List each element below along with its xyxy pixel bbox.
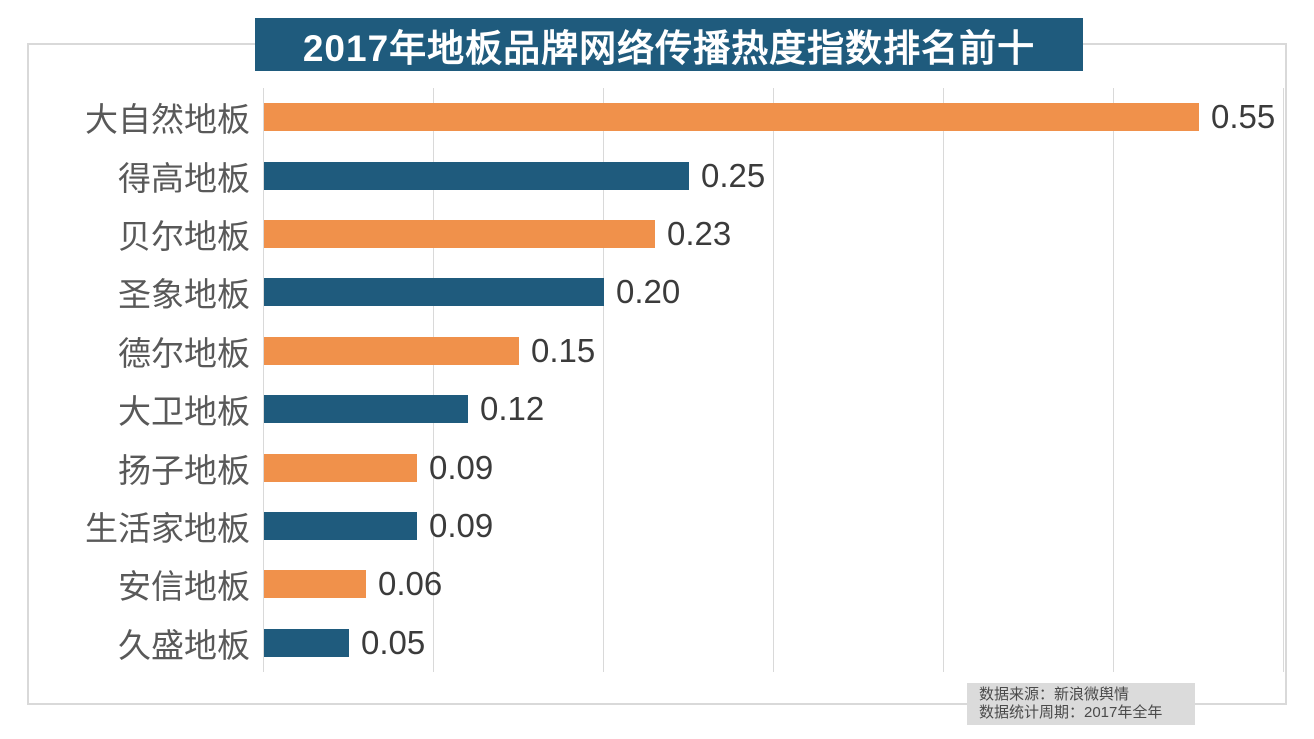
bar-row: 圣象地板 0.20	[27, 263, 1297, 321]
bar	[264, 512, 417, 541]
value-label: 0.06	[378, 565, 443, 603]
gridline	[943, 88, 944, 672]
bar	[264, 453, 417, 482]
bar-row: 大卫地板 0.12	[27, 380, 1297, 438]
value-label: 0.25	[701, 156, 766, 194]
gridline	[433, 88, 434, 672]
category-label: 德尔地板	[118, 334, 250, 372]
chart-panel	[27, 43, 1287, 705]
bar	[264, 278, 604, 307]
bar	[264, 220, 655, 249]
value-label: 0.12	[480, 390, 545, 428]
gridline	[773, 88, 774, 672]
gridline	[1283, 88, 1284, 672]
category-label: 圣象地板	[118, 276, 250, 314]
chart-title: 2017年地板品牌网络传播热度指数排名前十	[255, 18, 1083, 71]
bar-row: 安信地板 0.06	[27, 555, 1297, 613]
value-label: 0.09	[429, 507, 494, 545]
bar-row: 生活家地板 0.09	[27, 497, 1297, 555]
value-label: 0.23	[667, 215, 732, 253]
gridline	[603, 88, 604, 672]
bar	[264, 161, 689, 190]
bar	[264, 570, 366, 599]
value-label: 0.05	[361, 623, 426, 661]
category-label: 生活家地板	[85, 510, 250, 548]
category-label: 得高地板	[118, 159, 250, 197]
bar-row: 扬子地板 0.09	[27, 438, 1297, 496]
value-label: 0.15	[531, 331, 596, 369]
bar	[264, 628, 349, 657]
category-label: 久盛地板	[118, 626, 250, 664]
category-label: 大自然地板	[85, 101, 250, 139]
bar-rows: 大自然地板 0.55 得高地板 0.25 贝尔地板 0.23 圣象地板 0.20…	[27, 88, 1297, 672]
category-label: 扬子地板	[118, 451, 250, 489]
bar-row: 德尔地板 0.15	[27, 322, 1297, 380]
bar-row: 大自然地板 0.55	[27, 88, 1297, 146]
category-label: 大卫地板	[118, 393, 250, 431]
bar-row: 得高地板 0.25	[27, 146, 1297, 204]
bar-row: 贝尔地板 0.23	[27, 205, 1297, 263]
value-label: 0.09	[429, 448, 494, 486]
gridline	[1113, 88, 1114, 672]
source-note: 数据来源：新浪微舆情 数据统计周期：2017年全年	[967, 683, 1195, 725]
value-label: 0.20	[616, 273, 681, 311]
bar	[264, 395, 468, 424]
bar-row: 久盛地板 0.05	[27, 614, 1297, 672]
bar	[264, 103, 1199, 132]
bar	[264, 336, 519, 365]
category-label: 安信地板	[118, 568, 250, 606]
gridline	[263, 88, 264, 672]
value-label: 0.55	[1211, 98, 1276, 136]
source-note-line2: 数据统计周期：2017年全年	[979, 704, 1163, 721]
source-note-line1: 数据来源：新浪微舆情	[979, 686, 1130, 703]
category-label: 贝尔地板	[118, 218, 250, 256]
